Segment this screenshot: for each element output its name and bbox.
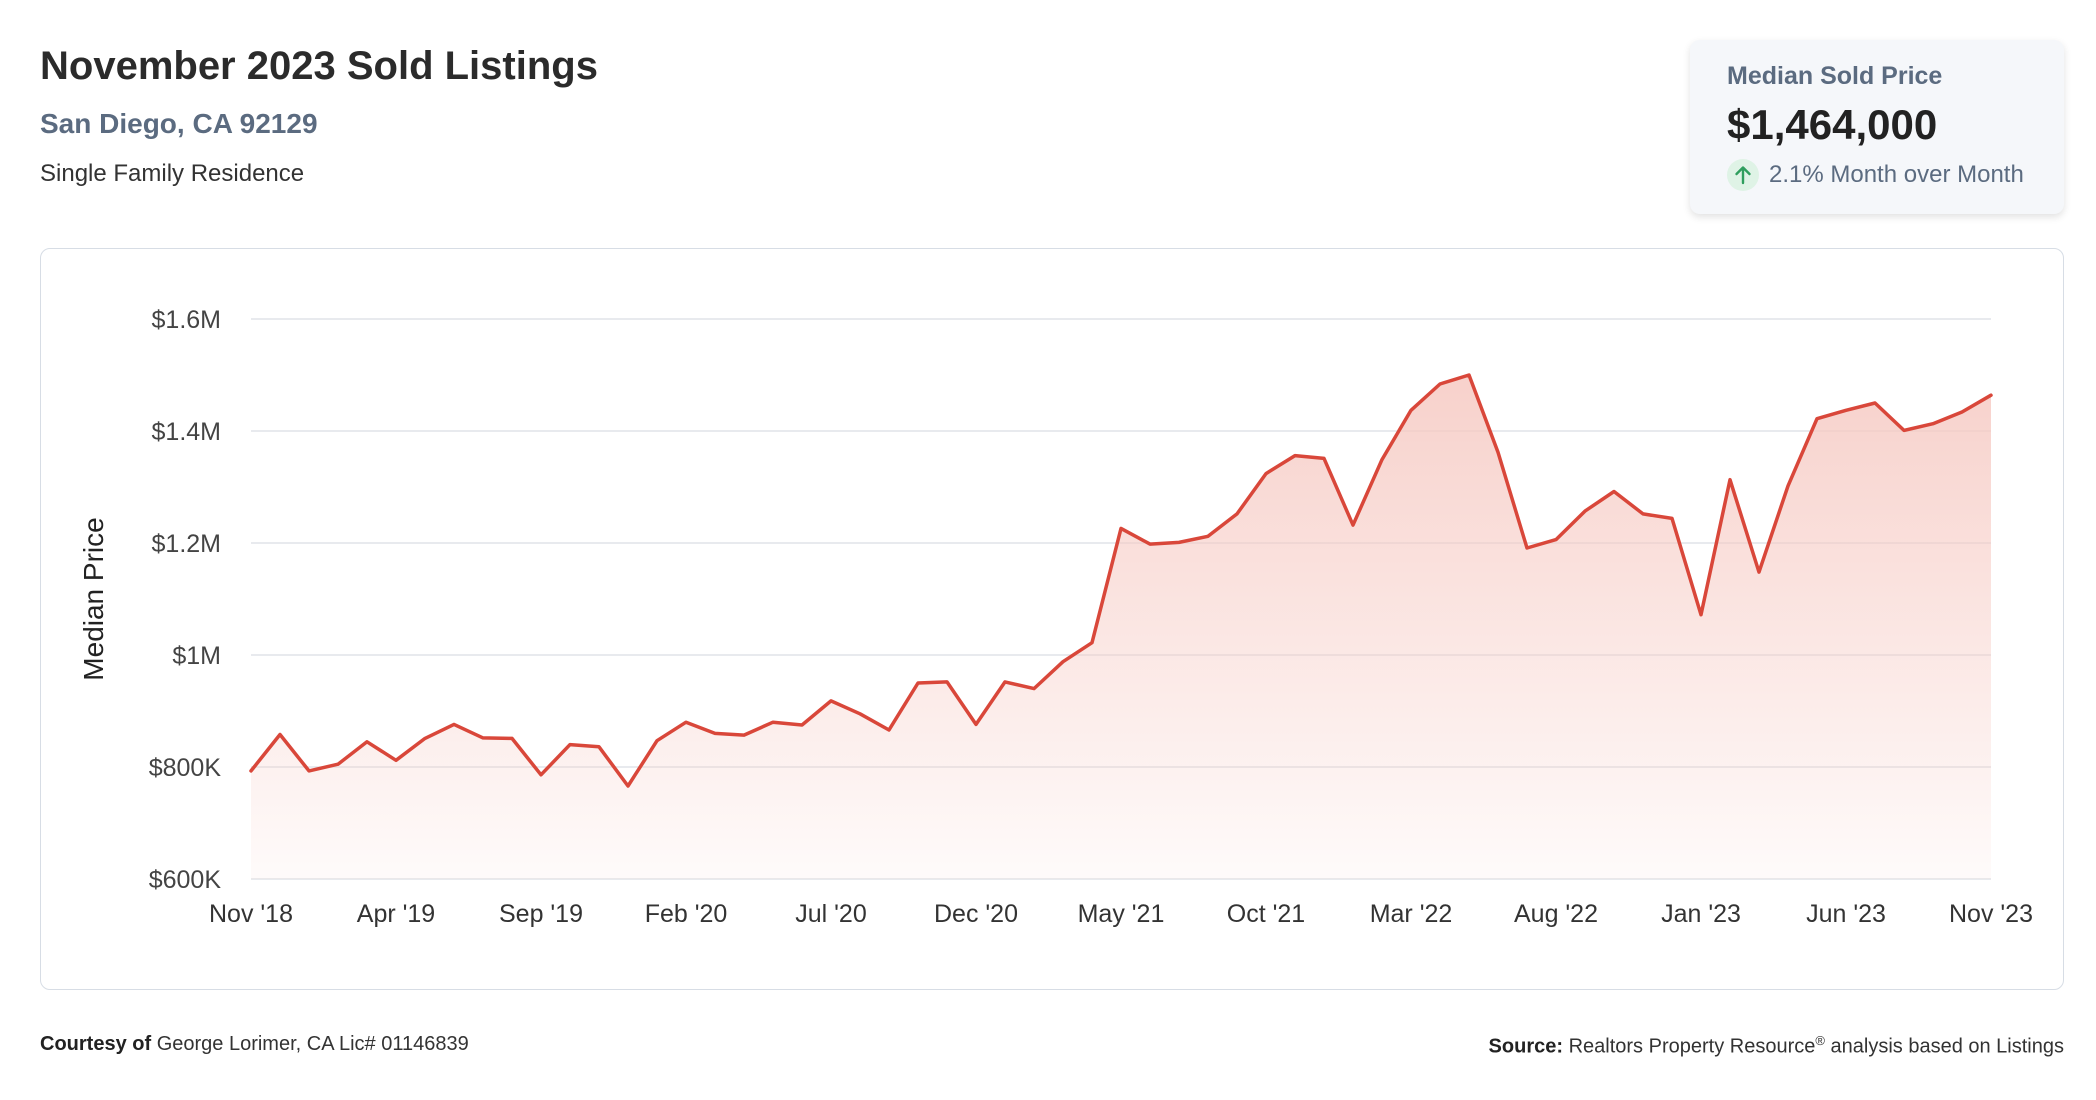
y-tick-label: $1.6M [152, 306, 221, 334]
x-tick-label: Sep '19 [499, 900, 583, 928]
y-tick-label: $800K [149, 754, 222, 782]
chart-panel: $600K $800K $1M $1.2M $1.4M $1.6M Nov '18 Apr '… [40, 248, 2064, 990]
x-tick-label: Dec '20 [934, 900, 1018, 928]
x-tick-label: Aug '22 [1514, 900, 1598, 928]
y-tick-label: $600K [149, 866, 222, 894]
x-tick-label: Oct '21 [1227, 900, 1305, 928]
x-tick-label: Apr '19 [357, 900, 435, 928]
courtesy-text: George Lorimer, CA Lic# 01146839 [156, 1033, 469, 1055]
location-subtitle: San Diego, CA 92129 [40, 108, 318, 139]
source-footer: Source: Realtors Property Resource® anal… [1489, 1033, 2064, 1059]
x-tick-label: Nov '23 [1949, 900, 2033, 928]
x-tick-label: Jun '23 [1806, 900, 1886, 928]
median-price-chart: $600K $800K $1M $1.2M $1.4M $1.6M Nov '18 Apr '… [78, 306, 2033, 928]
source-text: Realtors Property Resource [1568, 1035, 1816, 1058]
source-label: Source: [1488, 1035, 1564, 1058]
page-title: November 2023 Sold Listings [40, 44, 598, 88]
x-tick-label: May '21 [1078, 900, 1165, 928]
y-axis-title: Median Price [78, 517, 109, 680]
property-type-label: Single Family Residence [40, 160, 305, 187]
y-tick-label: $1.2M [152, 530, 221, 558]
x-tick-label: Jul '20 [795, 900, 866, 928]
kpi-label: Median Sold Price [1727, 62, 1943, 90]
median-sold-price-card: Median Sold Price $1,464,000 2.1% Month … [1690, 40, 2064, 214]
x-tick-label: Mar '22 [1370, 900, 1453, 928]
y-tick-label: $1.4M [152, 418, 221, 446]
kpi-change-text: 2.1% Month over Month [1769, 161, 2024, 188]
series-line [249, 373, 1993, 788]
registered-mark: ® [1815, 1033, 1825, 1048]
arrow-up-icon [1727, 159, 1759, 191]
x-tick-label: Feb '20 [645, 900, 728, 928]
y-tick-label: $1M [172, 642, 221, 670]
x-tick-label: Nov '18 [209, 900, 293, 928]
area-fill [251, 375, 1991, 879]
x-tick-label: Jan '23 [1661, 900, 1741, 928]
kpi-change: 2.1% Month over Month [1727, 159, 2064, 191]
kpi-value: $1,464,000 [1727, 101, 1938, 148]
courtesy-label: Courtesy of [40, 1033, 152, 1055]
courtesy-footer: Courtesy of George Lorimer, CA Lic# 0114… [40, 1033, 469, 1056]
source-text-suffix: analysis based on Listings [1824, 1035, 2065, 1058]
